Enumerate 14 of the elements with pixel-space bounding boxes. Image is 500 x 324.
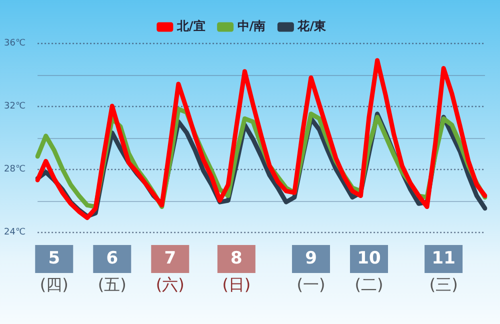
x-tick-label: 9 (一) bbox=[296, 248, 326, 294]
y-tick-label: 32℃ bbox=[4, 101, 26, 112]
y-tick-label: 24℃ bbox=[4, 227, 26, 238]
legend-label: 北/宜 bbox=[176, 19, 206, 34]
x-tick-label: 11 (三) bbox=[429, 248, 458, 294]
x-tick-label: 6 (五) bbox=[98, 248, 126, 294]
x-tick-label: 5 (四) bbox=[40, 248, 68, 294]
y-tick-label: 36℃ bbox=[4, 38, 26, 48]
x-tick-label: 10 (二) bbox=[354, 248, 384, 294]
legend-label: 中/南 bbox=[237, 19, 266, 34]
x-tick-label: 8 (日) bbox=[222, 248, 251, 294]
legend-label: 花/東 bbox=[296, 19, 328, 34]
y-tick-label: 28℃ bbox=[4, 164, 26, 174]
x-tick-label: 7 (六) bbox=[156, 248, 184, 294]
